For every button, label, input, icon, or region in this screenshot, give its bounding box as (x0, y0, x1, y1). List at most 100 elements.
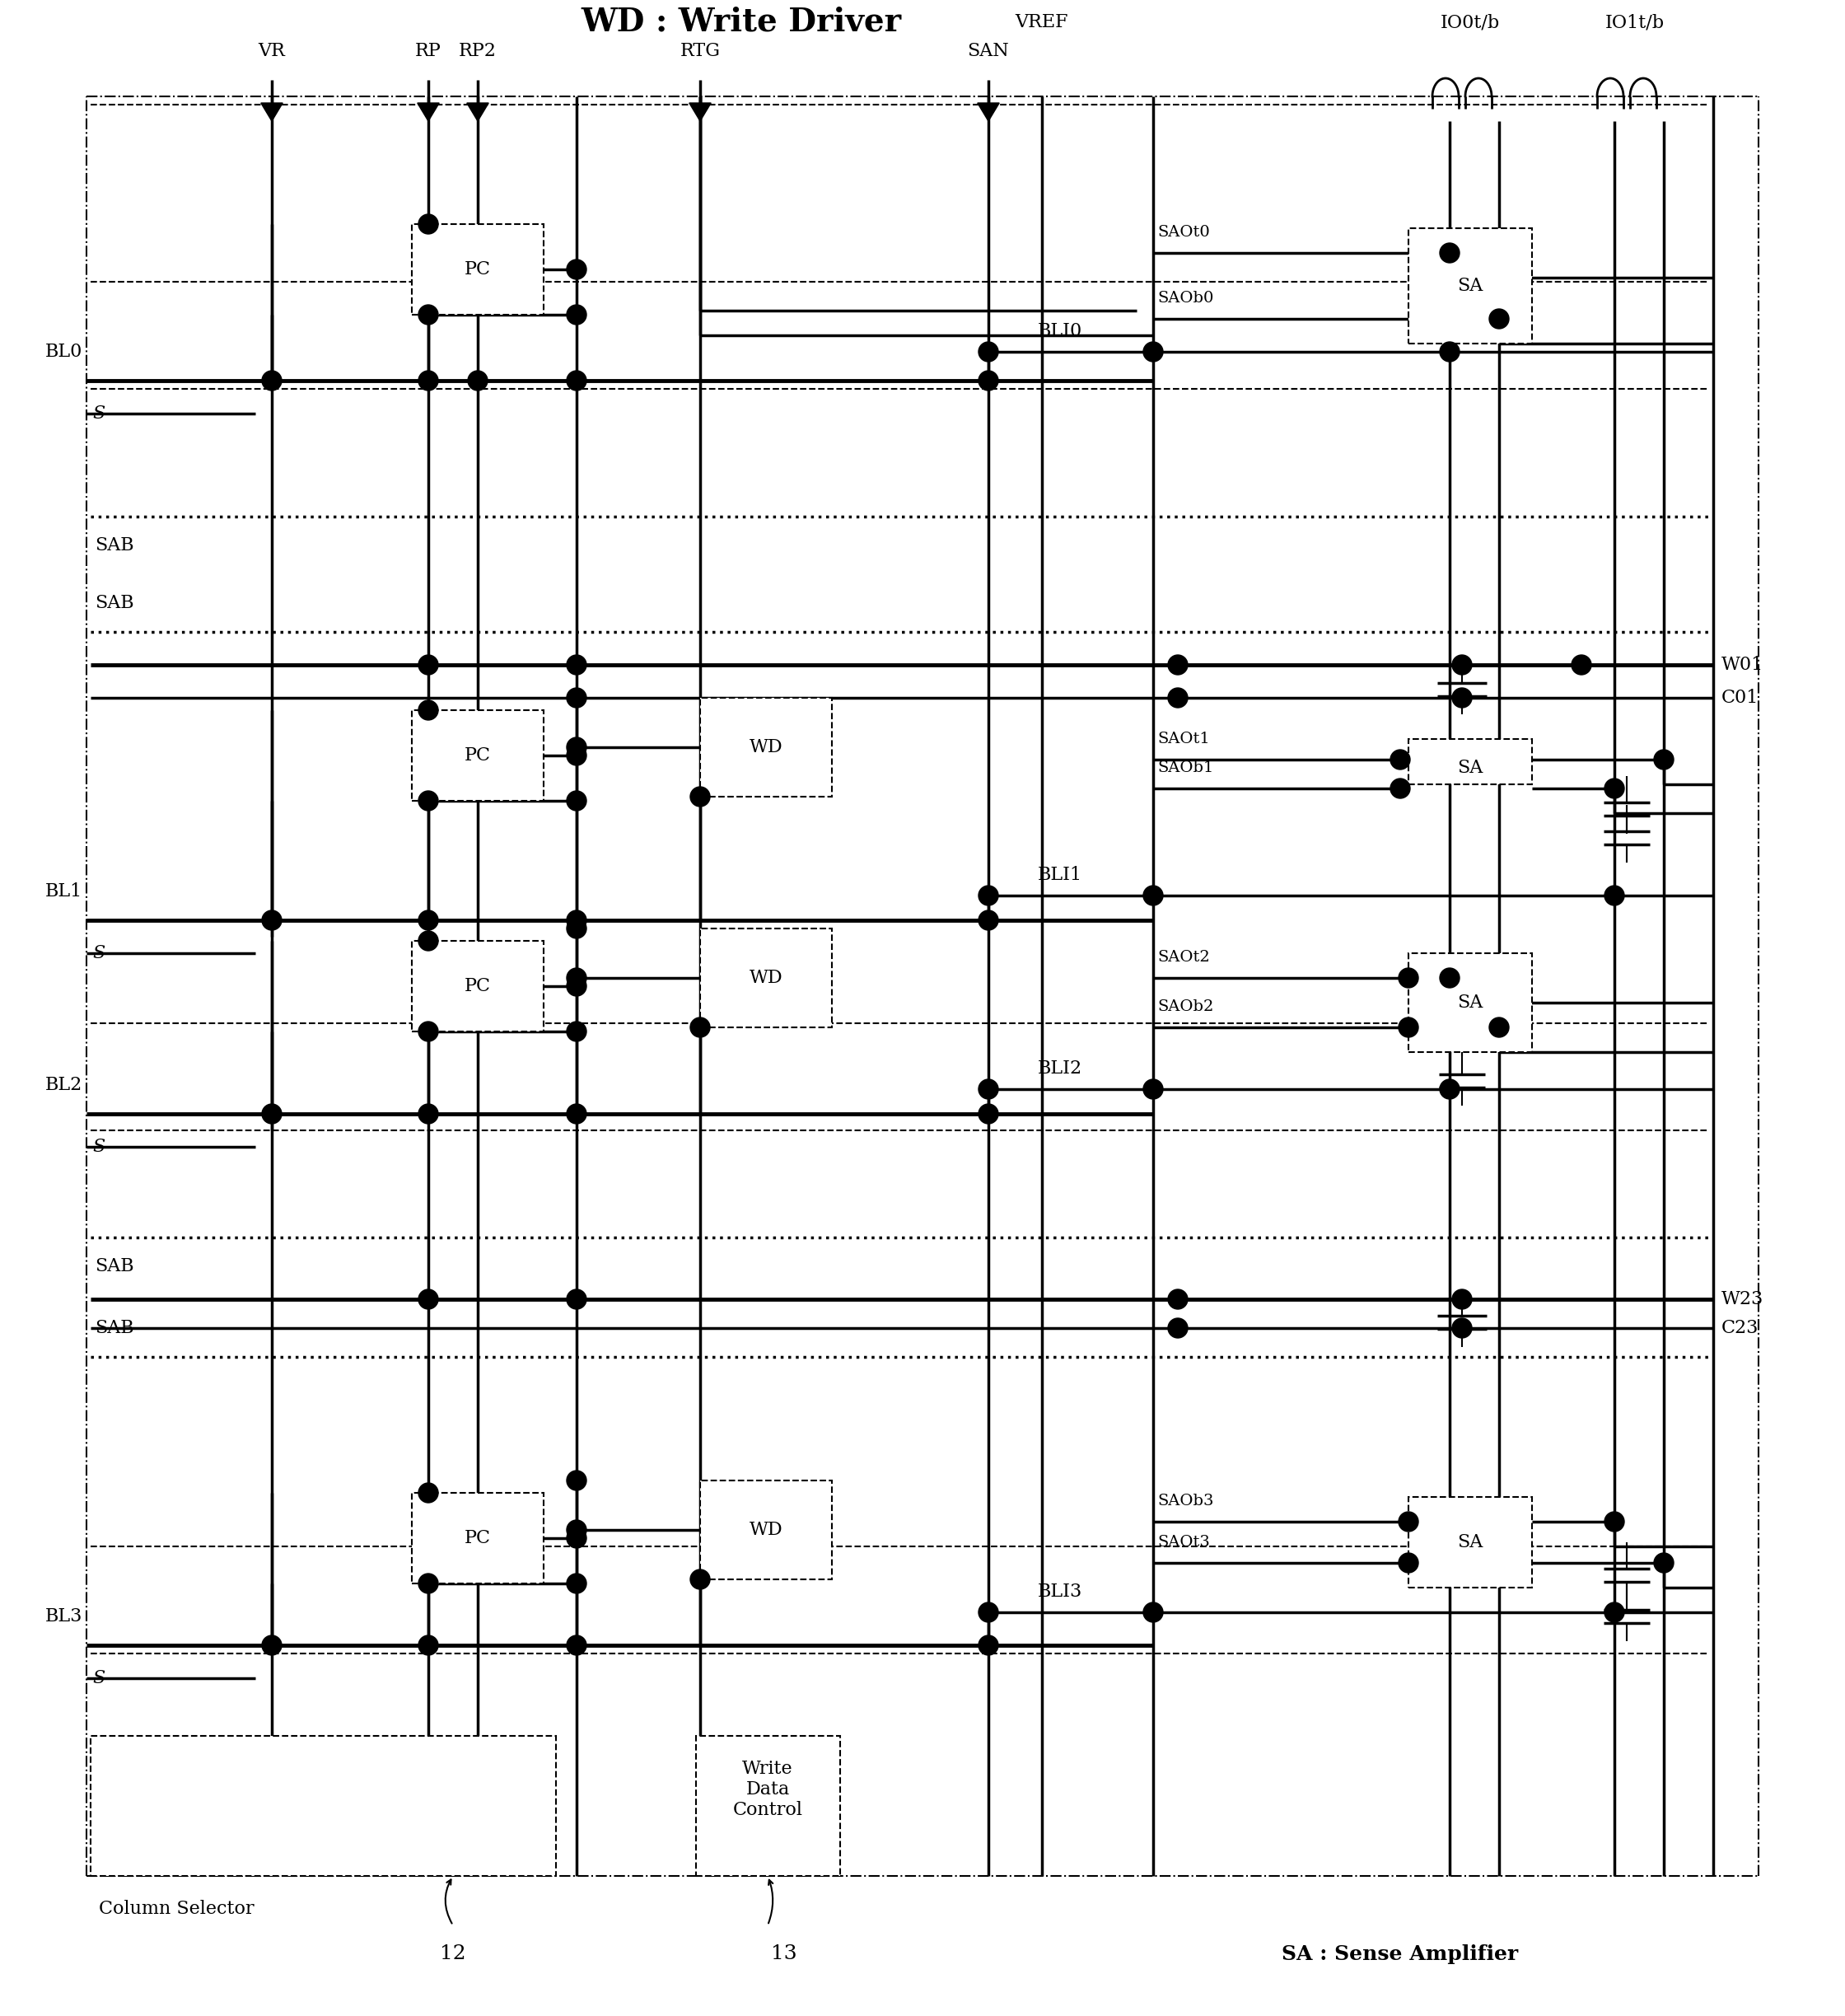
Text: SAOt1: SAOt1 (1157, 732, 1210, 746)
Text: IO0t/b: IO0t/b (1441, 14, 1500, 32)
Circle shape (978, 1603, 998, 1623)
Text: BL1: BL1 (44, 883, 83, 901)
Circle shape (419, 371, 439, 391)
Circle shape (566, 1022, 587, 1042)
Circle shape (566, 1520, 587, 1540)
Circle shape (1144, 1603, 1162, 1623)
Circle shape (1489, 1018, 1509, 1038)
Circle shape (469, 371, 487, 391)
Circle shape (419, 911, 439, 929)
Circle shape (690, 1018, 710, 1038)
Text: BLI3: BLI3 (1037, 1583, 1083, 1601)
Bar (1408, 228, 1531, 343)
Circle shape (1452, 1318, 1472, 1339)
Text: SA: SA (1458, 1534, 1483, 1552)
Circle shape (1439, 244, 1459, 262)
Circle shape (1452, 1290, 1472, 1308)
Text: SAB: SAB (94, 1318, 135, 1337)
Circle shape (566, 260, 587, 280)
Circle shape (419, 700, 439, 720)
Circle shape (1605, 885, 1624, 905)
Circle shape (978, 1105, 998, 1123)
Text: SA: SA (1458, 758, 1483, 776)
Bar (1408, 1498, 1531, 1587)
Bar (411, 710, 544, 800)
Text: Write
Data
Control: Write Data Control (732, 1760, 803, 1818)
Bar (699, 698, 832, 796)
Circle shape (978, 911, 998, 929)
Text: W23: W23 (1721, 1290, 1764, 1308)
Text: WD: WD (749, 970, 782, 988)
Text: S: S (92, 1137, 105, 1155)
Bar (699, 929, 832, 1028)
Circle shape (566, 371, 587, 391)
Text: BL3: BL3 (44, 1607, 83, 1625)
Text: 12: 12 (439, 1945, 467, 1964)
Circle shape (1144, 343, 1162, 361)
Circle shape (978, 885, 998, 905)
Circle shape (1439, 968, 1459, 988)
Circle shape (262, 371, 282, 391)
Circle shape (566, 1528, 587, 1548)
Text: W01: W01 (1721, 655, 1764, 673)
Circle shape (1399, 968, 1419, 988)
Circle shape (1168, 655, 1188, 675)
Text: PC: PC (465, 1528, 491, 1546)
Text: 13: 13 (771, 1945, 797, 1964)
Circle shape (419, 931, 439, 952)
Circle shape (262, 1635, 282, 1655)
Text: PC: PC (465, 978, 491, 996)
Circle shape (566, 1470, 587, 1490)
Text: PC: PC (465, 746, 491, 764)
Circle shape (566, 738, 587, 758)
Circle shape (1399, 1552, 1419, 1572)
Text: RTG: RTG (681, 42, 720, 60)
Text: SAB: SAB (94, 1258, 135, 1276)
Text: S: S (92, 943, 105, 962)
Circle shape (419, 1635, 439, 1655)
Text: SAB: SAB (94, 595, 135, 613)
Circle shape (1144, 1079, 1162, 1099)
Circle shape (1391, 750, 1410, 770)
Circle shape (262, 1105, 282, 1123)
Circle shape (690, 1570, 710, 1589)
Circle shape (419, 790, 439, 810)
Circle shape (1439, 1079, 1459, 1099)
Text: IO1t/b: IO1t/b (1605, 14, 1664, 32)
Circle shape (566, 968, 587, 988)
Circle shape (566, 1574, 587, 1593)
Text: SA: SA (1458, 276, 1483, 294)
Circle shape (262, 911, 282, 929)
Text: SAOt3: SAOt3 (1157, 1534, 1210, 1550)
Circle shape (566, 655, 587, 675)
Text: SAB: SAB (94, 536, 135, 554)
Text: BLI0: BLI0 (1037, 323, 1083, 341)
Circle shape (419, 1484, 439, 1502)
Circle shape (1489, 308, 1509, 329)
Text: SA: SA (1458, 994, 1483, 1012)
Bar (699, 1480, 832, 1579)
Circle shape (419, 214, 439, 234)
Circle shape (978, 1635, 998, 1655)
Text: BLI1: BLI1 (1037, 867, 1083, 883)
Polygon shape (690, 103, 710, 121)
Circle shape (566, 304, 587, 325)
Text: VR: VR (258, 42, 286, 60)
Circle shape (1653, 1552, 1673, 1572)
Circle shape (1653, 750, 1673, 770)
Text: S: S (92, 1669, 105, 1687)
Circle shape (1391, 778, 1410, 798)
Circle shape (1399, 1512, 1419, 1532)
Circle shape (419, 655, 439, 675)
Text: VREF: VREF (1015, 14, 1068, 32)
Circle shape (1439, 343, 1459, 361)
Bar (1408, 740, 1531, 784)
Circle shape (1168, 1318, 1188, 1339)
Text: BLI2: BLI2 (1037, 1060, 1083, 1079)
Text: SAOb1: SAOb1 (1157, 760, 1214, 776)
Polygon shape (978, 103, 1000, 121)
Text: SA : Sense Amplifier: SA : Sense Amplifier (1282, 1943, 1518, 1964)
Circle shape (566, 1290, 587, 1308)
Circle shape (419, 1290, 439, 1308)
Circle shape (419, 1022, 439, 1042)
